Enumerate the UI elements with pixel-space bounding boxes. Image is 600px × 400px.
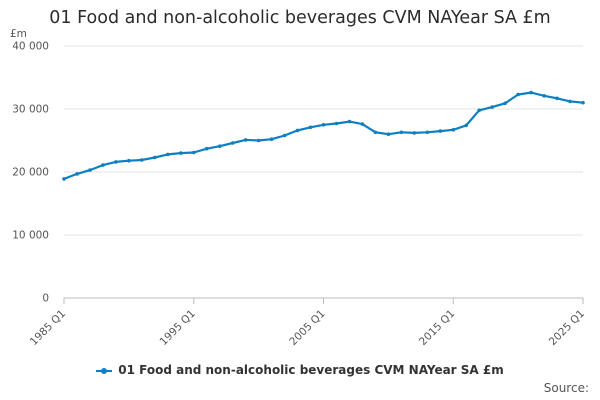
data-point[interactable]	[477, 108, 482, 113]
data-point[interactable]	[179, 151, 183, 155]
data-point[interactable]	[334, 121, 339, 126]
data-point[interactable]	[412, 131, 417, 135]
x-tick-label: 1995 Q1	[158, 308, 198, 348]
data-point[interactable]	[555, 96, 559, 101]
legend-marker	[101, 367, 108, 374]
x-tick-label: 2015 Q1	[417, 308, 457, 348]
data-point[interactable]	[153, 155, 157, 160]
data-point[interactable]	[581, 100, 585, 105]
y-tick-label: 10 000	[12, 230, 49, 242]
y-tick-label: 20 000	[12, 167, 49, 179]
axes: 0 10 000 20 000 30 000 40 000 1985 Q1 1995 Q1 2…	[12, 41, 587, 348]
legend-swatch	[96, 367, 113, 375]
data-point[interactable]	[347, 119, 352, 124]
data-point[interactable]	[503, 101, 507, 106]
data-point[interactable]	[542, 94, 546, 98]
data-point[interactable]	[256, 138, 261, 143]
y-axis-unit-label: £m	[10, 28, 27, 40]
data-point[interactable]	[114, 160, 118, 164]
x-tick-label: 2005 Q1	[287, 308, 327, 348]
data-point[interactable]	[192, 150, 196, 155]
data-point[interactable]	[230, 141, 235, 145]
series-line	[63, 91, 584, 180]
source-label: Source:	[543, 381, 589, 395]
data-point[interactable]	[399, 130, 404, 135]
data-point[interactable]	[140, 158, 144, 162]
data-point[interactable]	[204, 146, 209, 151]
data-point[interactable]	[243, 138, 248, 142]
data-point[interactable]	[101, 163, 105, 167]
chart-title: 01 Food and non-alcoholic beverages CVM …	[49, 8, 551, 28]
data-point[interactable]	[217, 144, 222, 148]
y-tick-label: 40 000	[12, 41, 49, 53]
x-tick-label: 1985 Q1	[28, 308, 68, 348]
data-point[interactable]	[88, 168, 92, 172]
legend[interactable]: 01 Food and non-alcoholic beverages CVM …	[0, 363, 600, 377]
data-point[interactable]	[386, 132, 391, 136]
data-point[interactable]	[295, 128, 300, 133]
data-point[interactable]	[516, 92, 520, 97]
data-point[interactable]	[308, 125, 313, 130]
data-point[interactable]	[360, 122, 365, 126]
legend-label: 01 Food and non-alcoholic beverages CVM …	[118, 363, 504, 377]
data-point[interactable]	[490, 105, 495, 109]
y-tick-label: 0	[42, 293, 49, 305]
data-point[interactable]	[62, 177, 66, 181]
data-point[interactable]	[282, 133, 287, 138]
y-tick-label: 30 000	[12, 104, 49, 116]
data-point[interactable]	[373, 130, 378, 135]
series-layer	[62, 90, 585, 181]
data-point[interactable]	[75, 172, 79, 176]
data-point[interactable]	[166, 152, 170, 157]
data-point[interactable]	[529, 90, 533, 95]
data-point[interactable]	[127, 158, 131, 163]
data-point[interactable]	[321, 123, 326, 127]
x-tick-label: 2025 Q1	[547, 308, 587, 348]
data-point[interactable]	[464, 123, 469, 128]
data-point[interactable]	[438, 129, 443, 133]
data-point[interactable]	[451, 128, 456, 132]
data-point[interactable]	[425, 130, 430, 135]
data-point[interactable]	[568, 99, 572, 104]
data-point[interactable]	[269, 137, 274, 141]
gridlines	[64, 45, 583, 299]
